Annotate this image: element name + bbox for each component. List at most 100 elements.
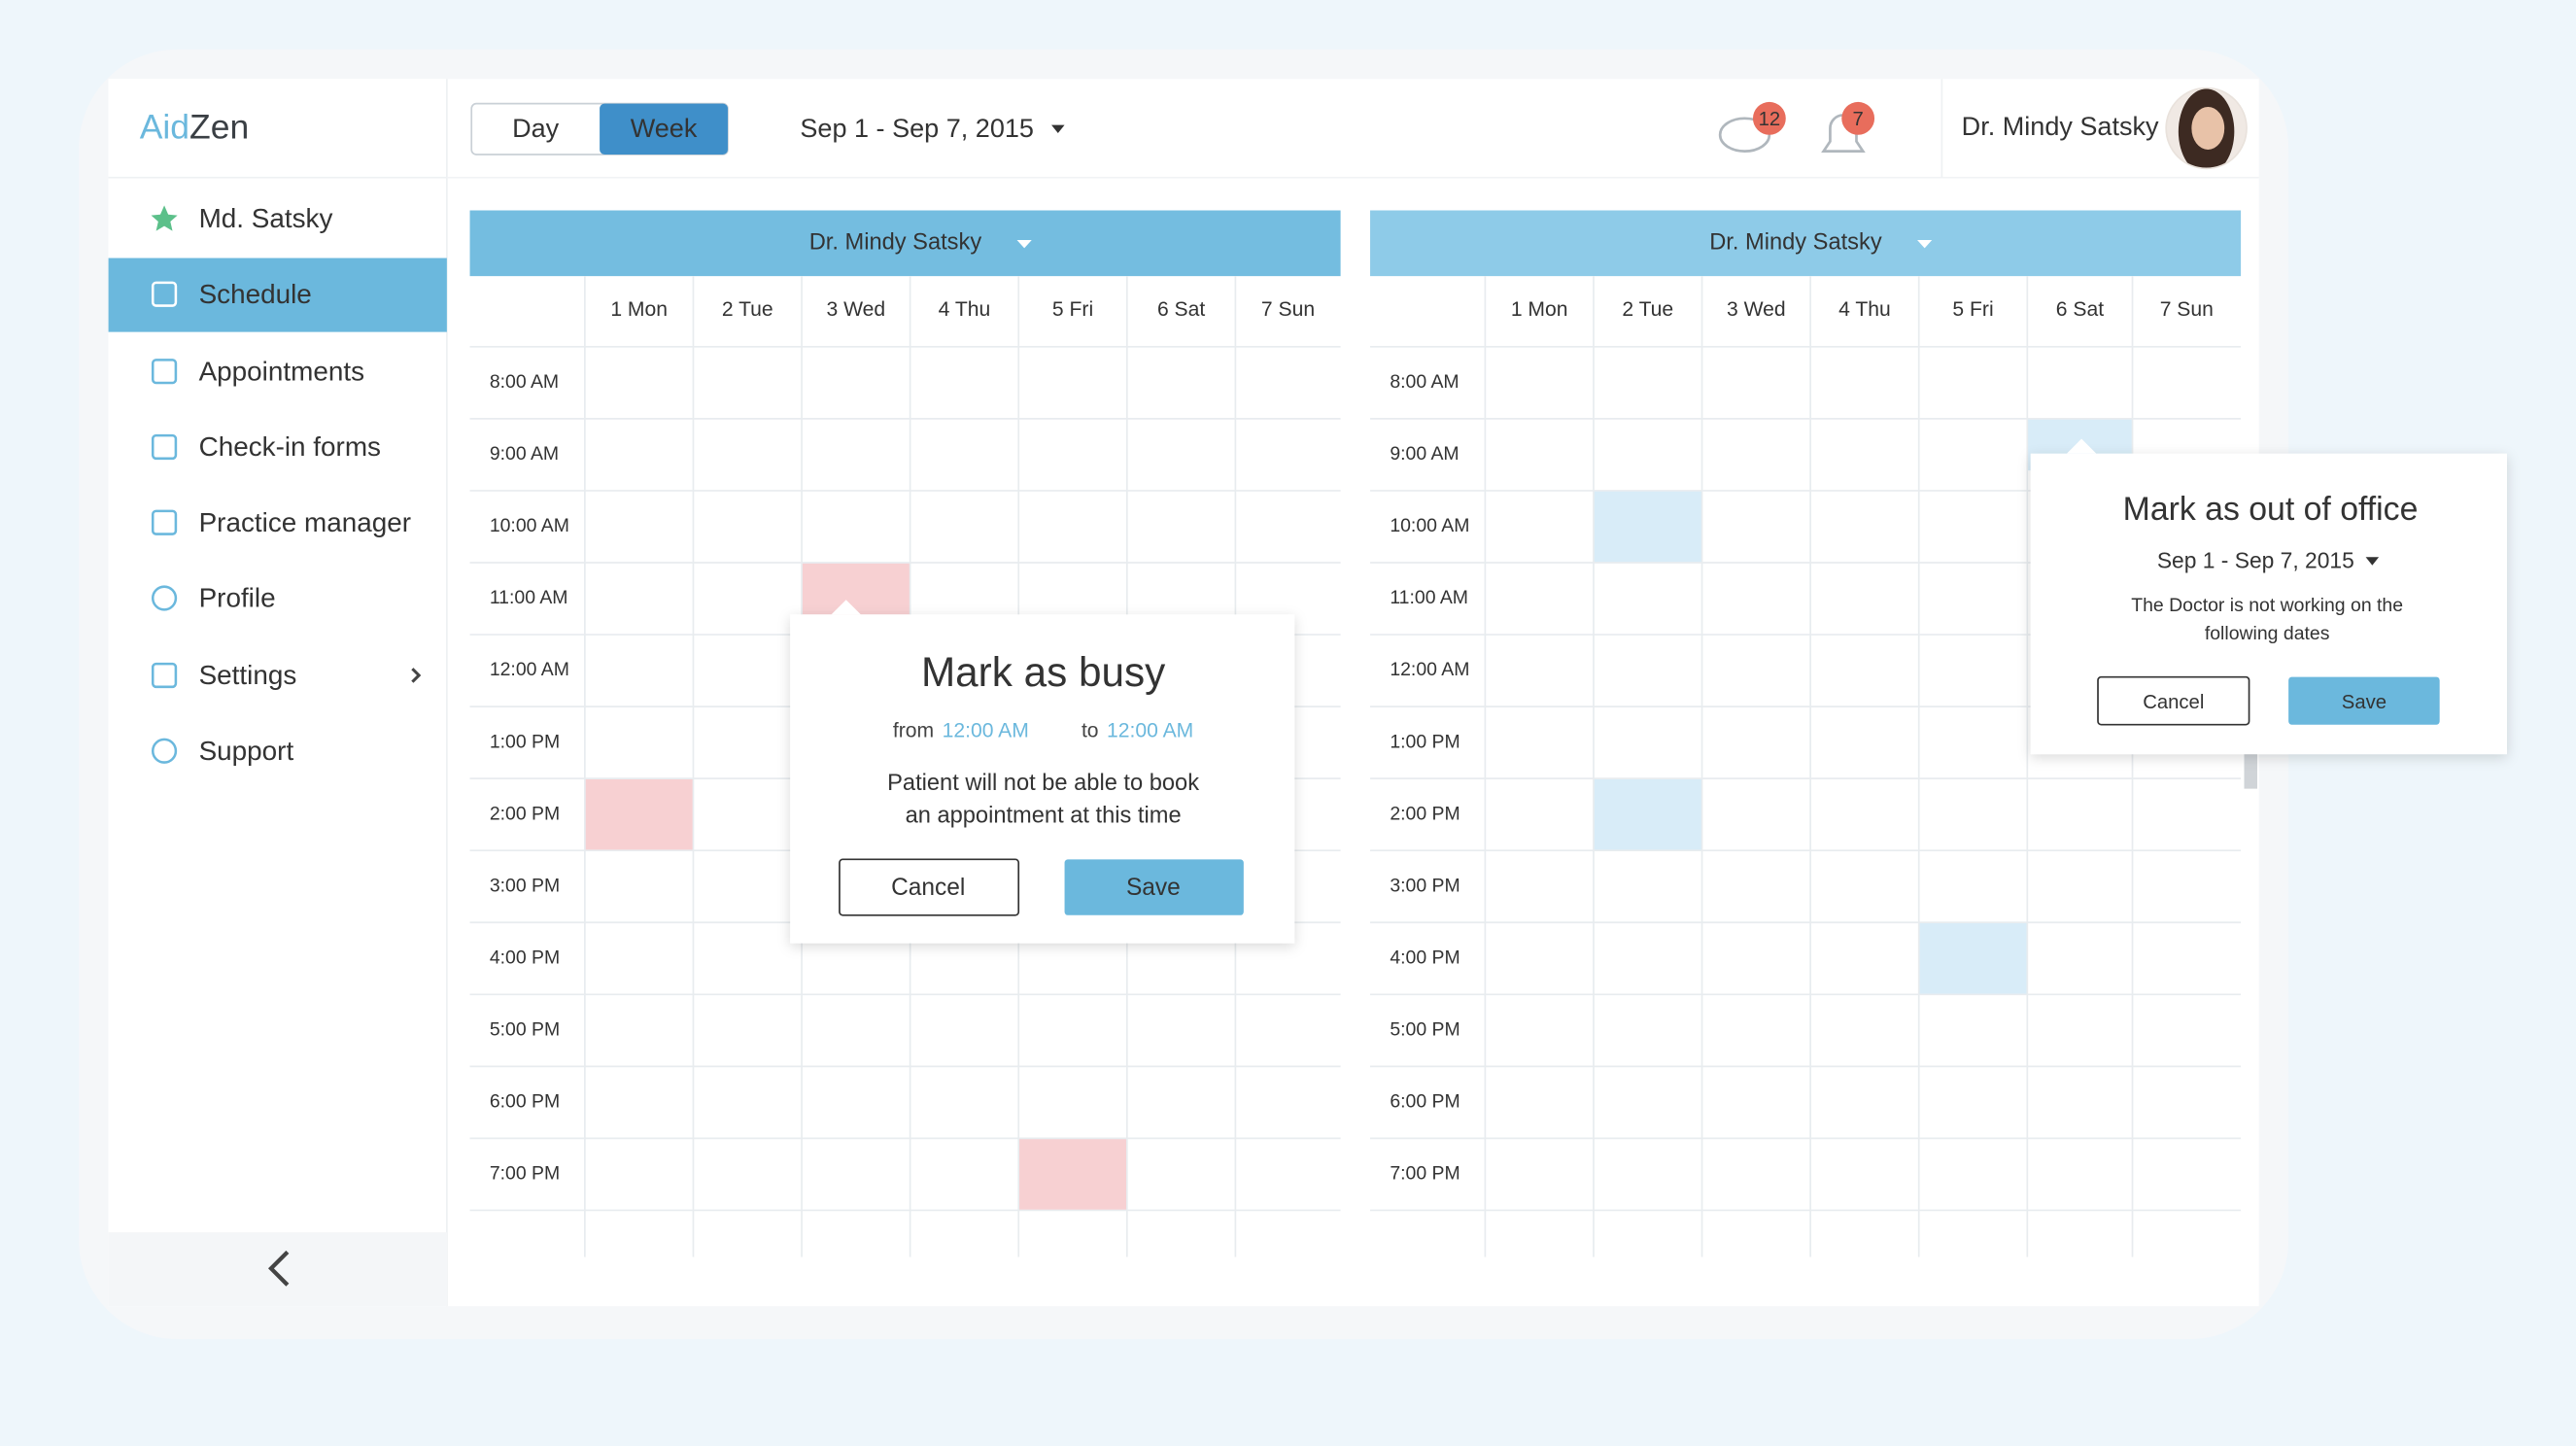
busy-dialog: Mark as busy from 12:00 AM to 12:00 AM Pati…	[790, 600, 1295, 944]
dropdown-caret[interactable]	[1051, 124, 1065, 134]
time-label: 9:00 AM	[490, 443, 559, 465]
day-label: 4 Thu	[939, 298, 991, 321]
time-label: 3:00 PM	[490, 875, 560, 896]
from-time[interactable]: 12:00 AM	[943, 719, 1029, 741]
nav-item[interactable]: Profile	[199, 583, 276, 613]
nav-icon	[151, 359, 178, 385]
time-label: 8:00 AM	[490, 371, 559, 393]
time-label: 12:00 AM	[1390, 659, 1469, 680]
nav-item[interactable]: Check-in forms	[199, 431, 381, 462]
badge	[1841, 101, 1875, 135]
nav-icon	[151, 281, 178, 307]
nav-icon	[151, 433, 178, 461]
nav-item[interactable]: Appointments	[199, 356, 364, 386]
save-label[interactable]: Save	[1126, 875, 1181, 901]
nav-chevron	[411, 668, 422, 683]
notifications[interactable]: 7	[1821, 101, 1875, 153]
brand-part: Aid	[140, 108, 189, 147]
time-label: 8:00 AM	[1390, 371, 1459, 393]
cancel-button[interactable]	[839, 858, 1020, 916]
nav-item[interactable]: Md. Satsky	[199, 203, 333, 233]
dropdown-caret[interactable]	[2365, 557, 2380, 566]
date-range[interactable]: Sep 1 - Sep 7, 2015	[2157, 547, 2354, 572]
to-label: to	[1082, 719, 1099, 741]
day-label: 4 Thu	[1838, 298, 1891, 321]
dialog-title: Mark as busy	[921, 649, 1166, 695]
nav-icon	[151, 662, 178, 689]
doctor-bar[interactable]	[1370, 210, 2242, 277]
dropdown-caret[interactable]	[1917, 239, 1933, 249]
marked-cell	[802, 562, 910, 615]
marked-cell	[1918, 922, 2028, 995]
collapse-icon[interactable]	[267, 1250, 290, 1287]
time-range: from 12:00 AM to 12:00 AM	[893, 719, 1193, 741]
doctor-name[interactable]: Dr. Mindy Satsky	[809, 230, 982, 256]
time-label: 7:00 PM	[490, 1163, 560, 1185]
time-label: 10:00 AM	[1390, 515, 1469, 536]
to-time[interactable]: 12:00 AM	[1107, 719, 1193, 741]
marked-cell	[1018, 1138, 1127, 1211]
messages[interactable]: 12	[1718, 101, 1786, 153]
save-label[interactable]: Save	[2342, 692, 2387, 713]
dialog-message: The Doctor is not working on the	[2131, 595, 2403, 616]
nav-item[interactable]: Schedule	[199, 279, 312, 309]
nav-icon	[151, 205, 178, 231]
day-button[interactable]: Day	[512, 114, 560, 143]
time-label: 6:00 PM	[490, 1091, 560, 1113]
time-label: 9:00 AM	[1390, 443, 1459, 465]
dialog-message: following dates	[2205, 623, 2330, 644]
time-label: 5:00 PM	[490, 1018, 560, 1040]
week-button-label[interactable]: Week	[631, 114, 698, 143]
cancel-label[interactable]: Cancel	[2143, 692, 2204, 713]
date-range[interactable]: Sep 1 - Sep 7, 2015	[800, 114, 1034, 143]
week-button[interactable]	[600, 103, 728, 155]
time-label: 5:00 PM	[1390, 1018, 1460, 1040]
time-label: 4:00 PM	[1390, 947, 1460, 968]
nav-icon	[151, 738, 178, 764]
day-label: 7 Sun	[1261, 298, 1315, 321]
dialog-message: an appointment at this time	[906, 804, 1182, 829]
marked-cell	[584, 778, 694, 851]
dialog-title: Mark as out of office	[2123, 491, 2419, 528]
day-label: 2 Tue	[1622, 298, 1673, 321]
nav-item[interactable]: Support	[199, 736, 294, 766]
badge	[1752, 101, 1786, 135]
day-label: 5 Fri	[1052, 298, 1093, 321]
time-label: 1:00 PM	[490, 731, 560, 752]
brand-part: Zen	[189, 108, 249, 147]
dialog-message: Patient will not be able to book	[887, 771, 1199, 796]
marked-cell	[1593, 778, 1702, 851]
day-label: 3 Wed	[1727, 298, 1786, 321]
avatar-face	[2191, 106, 2225, 150]
user-name[interactable]: Dr. Mindy Satsky	[1962, 112, 2159, 141]
cancel-label[interactable]: Cancel	[891, 875, 965, 901]
collapse-bar[interactable]	[108, 1232, 447, 1307]
doctor-bar[interactable]	[469, 210, 1341, 277]
marked-cell	[1593, 490, 1702, 563]
day-label: 6 Sat	[2056, 298, 2104, 321]
cancel-button[interactable]	[2097, 675, 2250, 726]
nav-item[interactable]: Practice manager	[199, 507, 411, 537]
from-label: from	[893, 719, 934, 741]
save-button[interactable]	[2288, 676, 2440, 725]
dropdown-caret[interactable]	[1016, 239, 1032, 249]
avatar[interactable]	[2165, 87, 2248, 175]
time-label: 3:00 PM	[1390, 875, 1460, 896]
messages-count: 12	[1759, 109, 1781, 130]
time-label: 10:00 AM	[490, 515, 569, 536]
save-button[interactable]	[1064, 859, 1244, 915]
time-label: 12:00 AM	[490, 659, 569, 680]
dialog-pointer	[831, 600, 861, 615]
doctor-name[interactable]: Dr. Mindy Satsky	[1709, 230, 1882, 256]
time-label: 11:00 AM	[1390, 587, 1468, 608]
day-label: 5 Fri	[1952, 298, 1993, 321]
dialog-pointer	[2066, 438, 2097, 454]
nav: Md. Satsky Schedule Appointments Check-in f…	[151, 203, 422, 766]
selected-nav-bg	[108, 258, 447, 332]
time-label: 1:00 PM	[1390, 731, 1460, 752]
brand: AidZen	[140, 108, 249, 147]
time-label: 4:00 PM	[490, 947, 560, 968]
nav-item[interactable]: Settings	[199, 660, 297, 690]
